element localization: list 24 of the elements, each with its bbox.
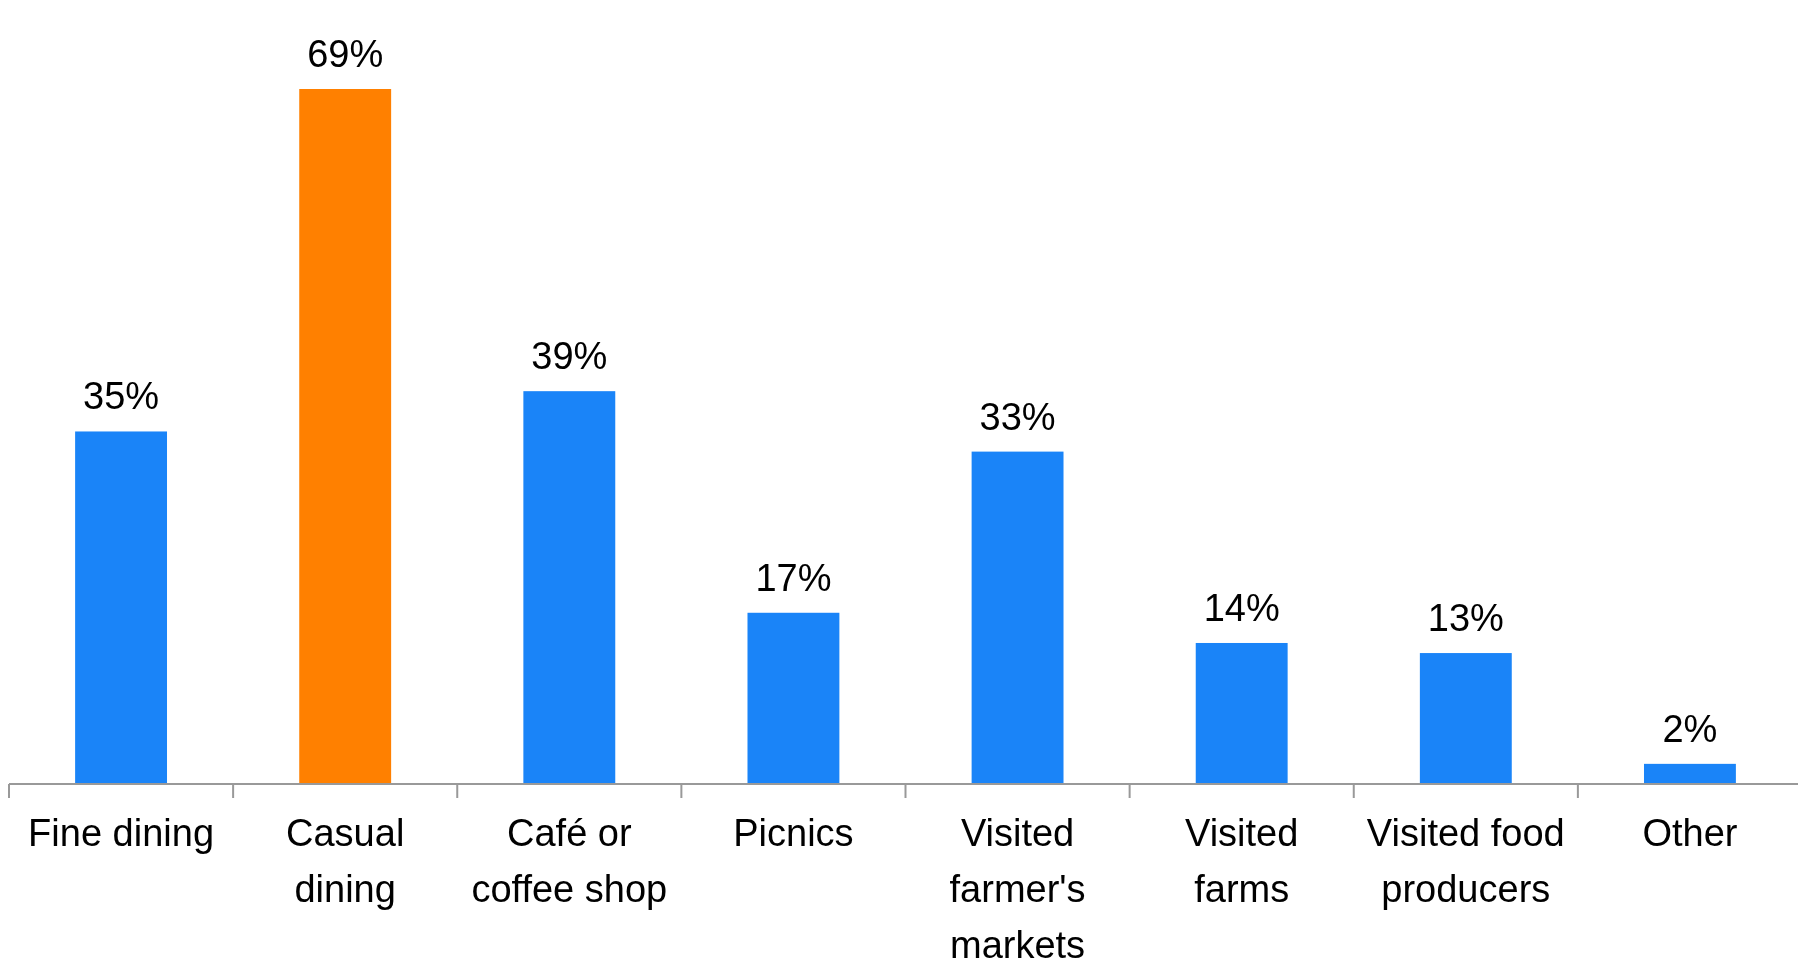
data-label: 2% (1662, 707, 1718, 750)
data-label: 14% (1203, 586, 1280, 629)
data-label: 13% (1427, 597, 1504, 640)
bar (1643, 763, 1736, 784)
data-label: 33% (979, 395, 1056, 438)
bar (523, 391, 616, 784)
x-tick-label: Visited farms (1185, 812, 1299, 910)
data-label: 17% (755, 556, 832, 599)
bar (971, 451, 1064, 784)
bar (75, 431, 168, 784)
data-label: 35% (83, 375, 160, 418)
x-tick-label: Café or coffee shop (471, 812, 668, 910)
bar (1419, 653, 1512, 784)
x-tick-label: Casual dining (286, 812, 405, 910)
bar (299, 89, 392, 784)
data-label: 39% (531, 335, 608, 378)
x-tick-label: Visited farmer's markets (949, 812, 1086, 966)
x-tick-label: Other (1642, 812, 1738, 854)
x-tick-label: Picnics (733, 812, 854, 854)
x-tick-label: Fine dining (28, 812, 215, 854)
bar (747, 612, 840, 784)
bar (1195, 642, 1288, 784)
data-label: 69% (307, 33, 384, 75)
x-tick-label: Visited food producers (1366, 812, 1565, 910)
